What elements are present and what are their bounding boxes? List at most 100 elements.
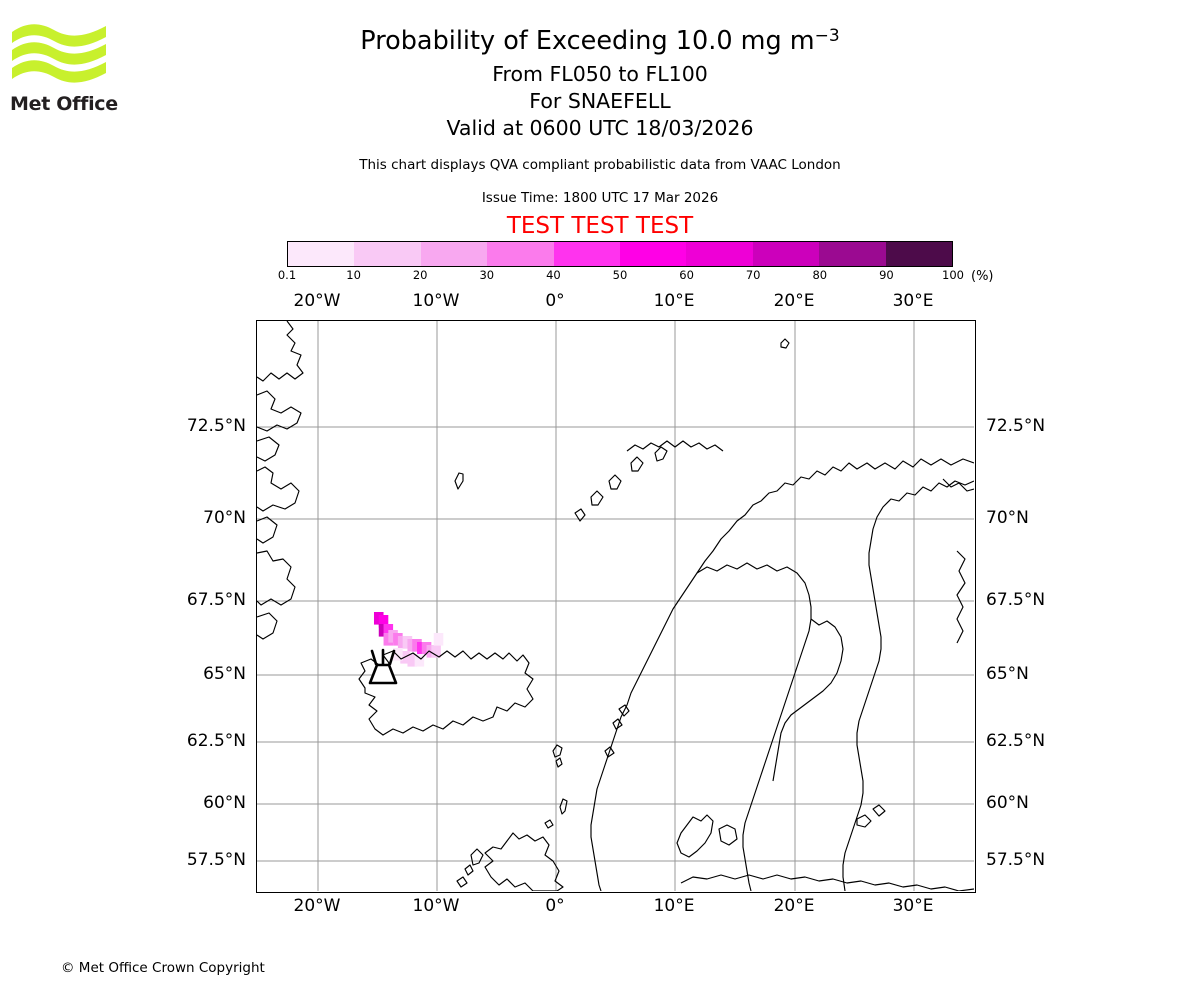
lat-label-left-6: 57.5°N bbox=[186, 850, 246, 870]
lat-label-right-5: 60°N bbox=[986, 793, 1029, 813]
plume-cell bbox=[407, 639, 417, 652]
colorbar-segment-1 bbox=[354, 242, 421, 266]
lat-label-right-6: 57.5°N bbox=[986, 850, 1046, 870]
colorbar-tick-50: 50 bbox=[612, 268, 628, 282]
colorbar-segment-0 bbox=[288, 242, 355, 266]
colorbar-segment-6 bbox=[686, 242, 753, 266]
coast-faroes-2 bbox=[555, 757, 563, 768]
coast-hebrides-2 bbox=[464, 864, 474, 876]
plume-cell bbox=[414, 654, 425, 667]
met-office-wave-mark bbox=[12, 24, 106, 83]
coast-greenland-5 bbox=[257, 550, 296, 606]
colorbar-segment-9 bbox=[885, 242, 953, 266]
lon-label-top-2: 0° bbox=[545, 291, 565, 311]
colorbar-segment-5 bbox=[620, 242, 687, 266]
plume-cell bbox=[421, 642, 432, 655]
plume-cell bbox=[412, 639, 422, 652]
probability-colorbar bbox=[287, 241, 953, 267]
chart-title-block: Probability of Exceeding 10.0 mg m−3 Fro… bbox=[0, 24, 1200, 142]
test-banner: TEST TEST TEST bbox=[506, 213, 694, 239]
plume-cell bbox=[383, 624, 394, 637]
map-gridlines bbox=[257, 321, 974, 891]
colorbar-unit-label: (%) bbox=[971, 269, 994, 284]
coast-lofoten-3 bbox=[590, 490, 604, 506]
lat-label-left-2: 67.5°N bbox=[186, 590, 246, 610]
coast-sweden-bothnia-west bbox=[696, 562, 812, 891]
colorbar-tick-labels: 0.1 10 20 30 40 50 60 70 80 90 100 bbox=[278, 268, 964, 284]
volcano-icon[interactable] bbox=[368, 648, 398, 685]
coast-island-west-2 bbox=[612, 718, 623, 730]
met-office-wordmark: Met Office bbox=[10, 93, 118, 115]
coast-lofoten-1 bbox=[630, 456, 644, 472]
lon-label-top-1: 10°W bbox=[412, 291, 460, 311]
coast-greenland-2 bbox=[257, 436, 280, 462]
lon-label-bottom-2: 0° bbox=[545, 896, 565, 916]
coast-jan-mayen bbox=[454, 472, 464, 490]
coast-hiiumaa bbox=[872, 804, 886, 817]
colorbar-segment-7 bbox=[752, 242, 820, 266]
colorbar-segment-2 bbox=[420, 242, 488, 266]
plume-cell bbox=[373, 612, 384, 625]
qva-note: This chart displays QVA compliant probab… bbox=[359, 157, 841, 173]
plume-cell bbox=[426, 645, 437, 658]
lat-label-left-5: 60°N bbox=[203, 793, 246, 813]
plume-cell bbox=[393, 633, 403, 646]
coast-norway-west bbox=[590, 458, 974, 891]
coast-great-britain bbox=[484, 832, 564, 891]
lon-label-top-3: 10°E bbox=[653, 291, 695, 311]
lat-label-right-1: 70°N bbox=[986, 508, 1029, 528]
colorbar-tick-80: 80 bbox=[812, 268, 828, 282]
coast-greenland-1 bbox=[257, 390, 302, 432]
plume-cell bbox=[402, 636, 413, 649]
valid-time-subtitle: Valid at 0600 UTC 18/03/2026 bbox=[446, 116, 754, 140]
plume-cell bbox=[383, 633, 394, 646]
coast-finland-east bbox=[842, 480, 974, 891]
lat-label-right-2: 67.5°N bbox=[986, 590, 1046, 610]
coast-island-west-1 bbox=[618, 704, 630, 717]
lat-label-right-0: 72.5°N bbox=[986, 416, 1046, 436]
main-title-text: Probability of Exceeding 10.0 mg m bbox=[360, 26, 815, 56]
colorbar-tick-100: 100 bbox=[942, 268, 964, 282]
coast-lofoten-2 bbox=[608, 474, 622, 490]
coast-white-sea bbox=[956, 550, 966, 644]
colorbar-tick-70: 70 bbox=[745, 268, 761, 282]
coast-svalbard bbox=[780, 338, 790, 349]
lat-label-left-0: 72.5°N bbox=[186, 416, 246, 436]
coast-zealand bbox=[718, 824, 738, 846]
plume-cell bbox=[407, 654, 417, 667]
flight-level-subtitle: From FL050 to FL100 bbox=[492, 62, 708, 86]
coast-denmark bbox=[676, 814, 714, 858]
lon-label-bottom-1: 10°W bbox=[412, 896, 460, 916]
main-title-exponent: −3 bbox=[814, 26, 840, 46]
lat-label-right-4: 62.5°N bbox=[986, 731, 1046, 751]
colorbar-segment-3 bbox=[487, 242, 554, 266]
coast-faroes-1 bbox=[552, 744, 563, 758]
ash-probability-plume bbox=[373, 612, 444, 667]
lat-label-left-1: 70°N bbox=[203, 508, 246, 528]
colorbar-tick-10: 10 bbox=[346, 268, 361, 282]
colorbar-tick-90: 90 bbox=[879, 268, 894, 282]
plume-cell bbox=[388, 630, 398, 643]
copyright-footer: © Met Office Crown Copyright bbox=[61, 960, 265, 976]
issue-time: Issue Time: 1800 UTC 17 Mar 2026 bbox=[481, 190, 719, 206]
plume-cell bbox=[397, 636, 408, 649]
coast-hebrides-1 bbox=[470, 848, 484, 866]
colorbar-tick-60: 60 bbox=[679, 268, 694, 282]
met-office-logo: Met Office bbox=[10, 20, 120, 115]
plume-cell bbox=[378, 624, 389, 637]
coast-greenland-ne bbox=[257, 321, 304, 382]
lat-label-right-3: 65°N bbox=[986, 664, 1029, 684]
lon-label-bottom-4: 20°E bbox=[773, 896, 815, 916]
plume-cell bbox=[393, 648, 403, 661]
coast-kola-north bbox=[942, 478, 974, 492]
map-panel[interactable] bbox=[256, 320, 976, 893]
lat-label-left-3: 65°N bbox=[203, 664, 246, 684]
colorbar-segments bbox=[287, 241, 953, 267]
coast-orkney bbox=[544, 819, 554, 829]
colorbar-segment-8 bbox=[819, 242, 886, 266]
lon-label-bottom-0: 20°W bbox=[293, 896, 341, 916]
coast-iceland bbox=[358, 650, 534, 736]
plume-cell bbox=[433, 633, 444, 646]
coast-shetland bbox=[559, 798, 568, 815]
volcano-subtitle: For SNAEFELL bbox=[529, 89, 671, 113]
